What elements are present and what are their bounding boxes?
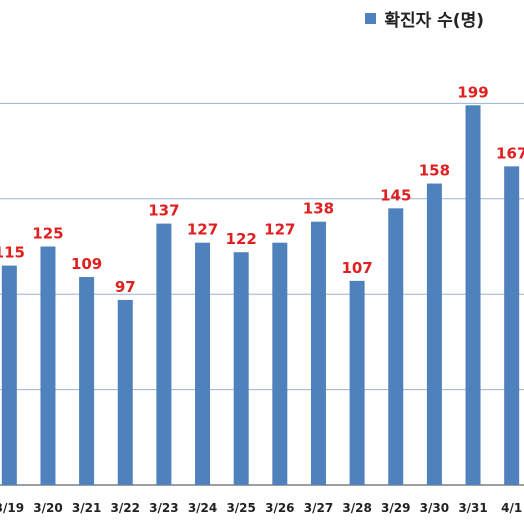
data-label: 122: [226, 230, 257, 248]
legend-swatch: [365, 13, 377, 24]
bar: [388, 208, 404, 485]
x-tick-label: 3/30: [420, 501, 449, 515]
bar: [426, 183, 442, 485]
data-label: 115: [0, 244, 25, 262]
x-tick-label: 3/31: [458, 501, 487, 515]
bar: [349, 280, 365, 485]
data-label: 97: [115, 278, 136, 296]
bar: [1, 265, 17, 485]
data-label: 107: [341, 259, 372, 277]
x-tick-label: 3/24: [188, 501, 217, 515]
x-tick-label: 3/28: [342, 501, 371, 515]
bar: [233, 252, 249, 485]
data-label: 158: [419, 162, 450, 180]
bar: [504, 166, 520, 485]
x-tick-label: 4/1: [501, 501, 522, 515]
x-tick-label: 3/22: [111, 501, 140, 515]
data-label: 137: [148, 202, 179, 220]
data-label: 199: [457, 83, 488, 101]
data-label: 127: [187, 221, 218, 239]
x-tick-label: 3/29: [381, 501, 410, 515]
legend-label: 확진자 수(명): [384, 11, 484, 31]
bar: [156, 223, 172, 485]
data-label: 125: [32, 225, 63, 243]
legend: 확진자 수(명): [365, 6, 484, 31]
x-tick-label: 3/26: [265, 501, 294, 515]
bar: [79, 277, 95, 485]
bar: [272, 242, 288, 485]
data-label: 127: [264, 221, 295, 239]
bar: [117, 299, 133, 485]
data-label: 145: [380, 186, 411, 204]
bar: [465, 105, 481, 486]
x-tick-label: 3/23: [149, 501, 178, 515]
bar: [195, 242, 211, 485]
x-tick-label: 3/25: [226, 501, 255, 515]
data-label: 167: [496, 144, 524, 162]
bar: [310, 221, 326, 486]
x-tick-label: 3/27: [304, 501, 333, 515]
x-tick-label: 3/21: [72, 501, 101, 515]
data-label: 109: [71, 255, 102, 273]
bar: [40, 246, 56, 485]
x-tick-label: 3/20: [33, 501, 62, 515]
x-tick-label: 3/19: [0, 501, 24, 515]
data-label: 138: [303, 200, 334, 218]
